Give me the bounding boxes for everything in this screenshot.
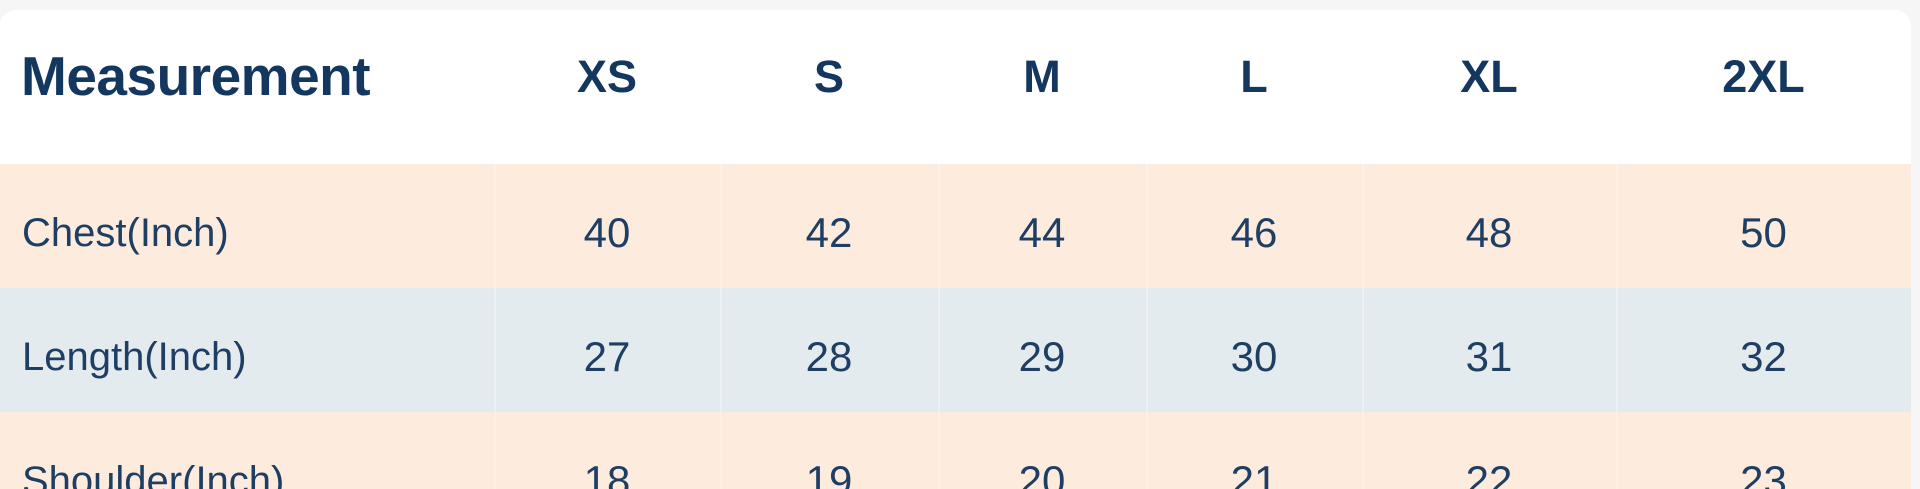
column-header-xl: XL — [1362, 10, 1616, 164]
column-header-s: S — [720, 10, 938, 164]
cell-shoulder-s: 19 — [720, 412, 938, 489]
size-chart-table: Measurement XS S M L XL 2XL Chest(Inch) … — [0, 10, 1911, 489]
cell-shoulder-xs: 18 — [494, 412, 720, 489]
cell-length-s: 28 — [720, 288, 938, 412]
size-chart-card: Measurement XS S M L XL 2XL Chest(Inch) … — [0, 10, 1911, 489]
row-label-chest: Chest(Inch) — [0, 164, 494, 288]
cell-chest-xs: 40 — [494, 164, 720, 288]
cell-length-xs: 27 — [494, 288, 720, 412]
cell-chest-xl: 48 — [1362, 164, 1616, 288]
cell-chest-s: 42 — [720, 164, 938, 288]
cell-shoulder-m: 20 — [938, 412, 1146, 489]
row-label-shoulder: Shoulder(Inch) — [0, 412, 494, 489]
cell-length-l: 30 — [1146, 288, 1362, 412]
cell-length-2xl: 32 — [1616, 288, 1911, 412]
table-row-length: Length(Inch) 27 28 29 30 31 32 — [0, 288, 1911, 412]
table-row-shoulder: Shoulder(Inch) 18 19 20 21 22 23 — [0, 412, 1911, 489]
cell-chest-m: 44 — [938, 164, 1146, 288]
column-header-m: M — [938, 10, 1146, 164]
column-header-xs: XS — [494, 10, 720, 164]
cell-length-xl: 31 — [1362, 288, 1616, 412]
header-row: Measurement XS S M L XL 2XL — [0, 10, 1911, 164]
cell-shoulder-l: 21 — [1146, 412, 1362, 489]
cell-chest-l: 46 — [1146, 164, 1362, 288]
column-header-measurement: Measurement — [0, 10, 494, 164]
cell-length-m: 29 — [938, 288, 1146, 412]
column-header-l: L — [1146, 10, 1362, 164]
cell-shoulder-xl: 22 — [1362, 412, 1616, 489]
cell-chest-2xl: 50 — [1616, 164, 1911, 288]
row-label-length: Length(Inch) — [0, 288, 494, 412]
column-header-2xl: 2XL — [1616, 10, 1911, 164]
table-row-chest: Chest(Inch) 40 42 44 46 48 50 — [0, 164, 1911, 288]
cell-shoulder-2xl: 23 — [1616, 412, 1911, 489]
